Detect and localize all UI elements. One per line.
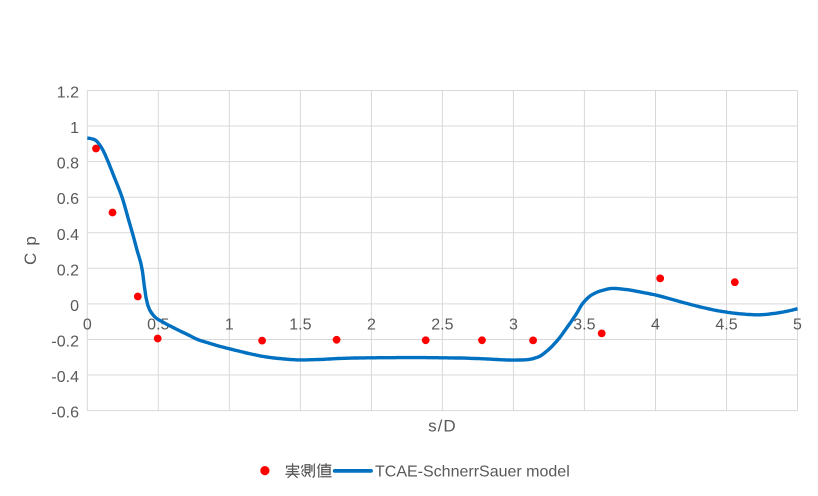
svg-text:-0.4: -0.4 [51,369,79,386]
svg-text:0: 0 [70,298,79,315]
svg-text:1: 1 [70,120,79,137]
svg-text:-0.2: -0.2 [51,334,79,351]
svg-text:TCAE-SchnerrSauer model: TCAE-SchnerrSauer model [375,464,570,481]
svg-text:2: 2 [367,317,376,334]
svg-text:2.5: 2.5 [431,317,453,334]
svg-text:0.8: 0.8 [57,156,79,173]
svg-text:3: 3 [509,317,518,334]
svg-text:0.4: 0.4 [57,227,79,244]
svg-text:C p: C p [21,235,40,265]
svg-text:-0.6: -0.6 [51,405,79,422]
svg-text:5: 5 [793,317,802,334]
svg-text:4: 4 [651,317,660,334]
svg-text:0: 0 [83,317,92,334]
svg-text:1: 1 [225,317,234,334]
svg-text:1.5: 1.5 [289,317,311,334]
svg-text:3.5: 3.5 [573,317,595,334]
svg-text:s/D: s/D [428,416,457,435]
svg-text:4.5: 4.5 [715,317,737,334]
svg-text:0.6: 0.6 [57,191,79,208]
svg-text:1.2: 1.2 [57,85,79,102]
svg-text:0.2: 0.2 [57,262,79,279]
